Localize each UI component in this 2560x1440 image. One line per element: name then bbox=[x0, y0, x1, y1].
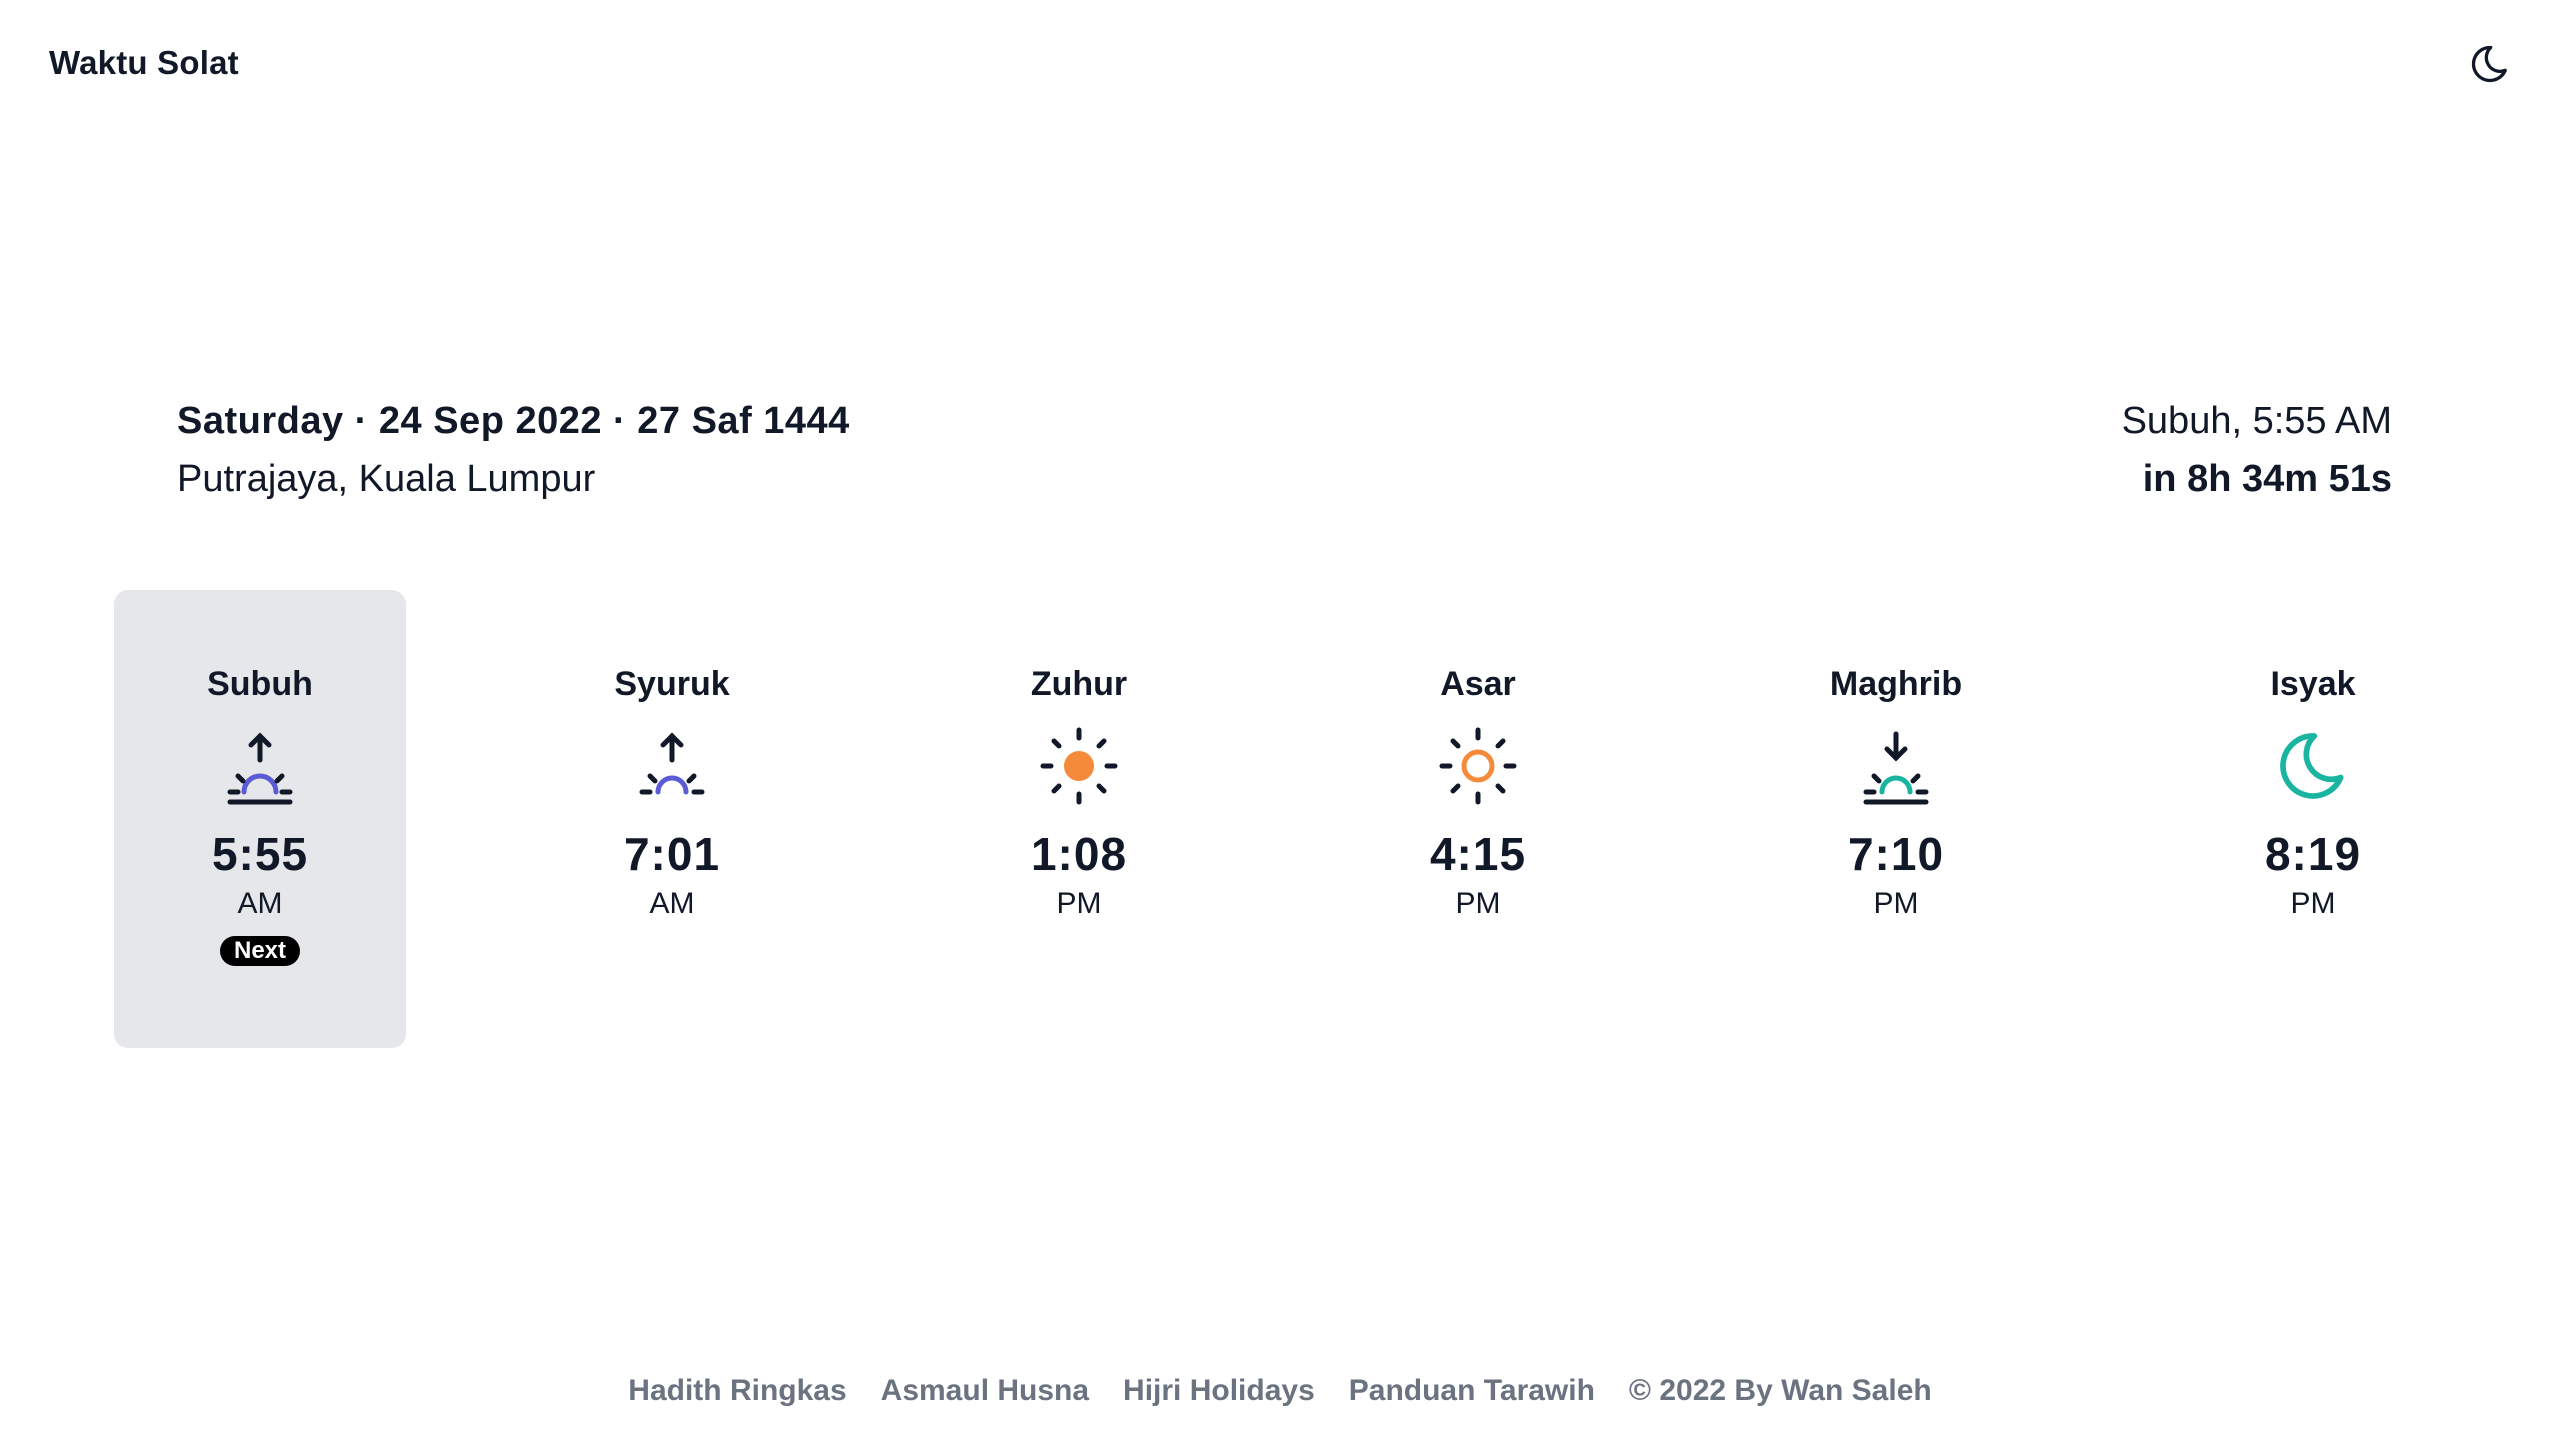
prayer-card-subuh: Subuh 5:55 AM Next bbox=[114, 590, 406, 1048]
prayer-ampm: PM bbox=[1873, 887, 1919, 920]
prayer-time: 7:01 bbox=[623, 828, 721, 880]
footer-link-asmaul-husna[interactable]: Asmaul Husna bbox=[880, 1374, 1090, 1407]
next-badge: Next bbox=[219, 936, 301, 966]
prayer-name: Subuh bbox=[207, 665, 313, 703]
sun-outline-icon bbox=[1439, 727, 1517, 805]
sunset-icon bbox=[1863, 731, 1929, 805]
prayer-name: Syuruk bbox=[614, 665, 730, 703]
footer-link-hijri-holidays[interactable]: Hijri Holidays bbox=[1123, 1374, 1315, 1407]
theme-toggle-button[interactable] bbox=[2466, 40, 2514, 88]
prayer-ampm: PM bbox=[2290, 887, 2336, 920]
prayer-card-zuhur: Zuhur 1:08 PM bbox=[933, 590, 1225, 1048]
prayer-name: Isyak bbox=[2270, 665, 2356, 703]
sun-filled-icon bbox=[1040, 727, 1118, 805]
moon-icon bbox=[2471, 45, 2507, 83]
app-title[interactable]: Waktu Solat bbox=[49, 44, 239, 81]
footer-copyright-link[interactable]: © 2022 By Wan Saleh bbox=[1628, 1374, 1932, 1407]
prayer-ampm: AM bbox=[649, 887, 695, 920]
next-prayer-label: Subuh, 5:55 AM bbox=[2121, 400, 2392, 442]
location-line: Putrajaya, Kuala Lumpur bbox=[177, 458, 596, 500]
prayer-card-asar: Asar 4:15 PM bbox=[1332, 590, 1624, 1048]
prayer-time: 5:55 bbox=[211, 828, 309, 880]
prayer-name: Maghrib bbox=[1829, 665, 1963, 703]
prayer-card-syuruk: Syuruk 7:01 AM bbox=[526, 590, 818, 1048]
date-line: Saturday · 24 Sep 2022 · 27 Saf 1444 bbox=[177, 400, 850, 442]
footer-link-panduan-tarawih[interactable]: Panduan Tarawih bbox=[1348, 1374, 1595, 1407]
prayer-card-isyak: Isyak 8:19 PM bbox=[2167, 590, 2459, 1048]
prayer-time: 4:15 bbox=[1429, 828, 1527, 880]
prayer-name: Zuhur bbox=[1030, 665, 1128, 703]
sunrise-small-icon bbox=[639, 732, 705, 795]
prayer-ampm: PM bbox=[1455, 887, 1501, 920]
prayer-card-maghrib: Maghrib 7:10 PM bbox=[1750, 590, 2042, 1048]
prayer-ampm: PM bbox=[1056, 887, 1102, 920]
footer: Hadith Ringkas Asmaul Husna Hijri Holida… bbox=[0, 1374, 2560, 1408]
prayer-name: Asar bbox=[1440, 665, 1516, 703]
sunrise-icon bbox=[227, 732, 293, 805]
countdown-label: in 8h 34m 51s bbox=[2142, 458, 2392, 500]
prayer-time: 1:08 bbox=[1030, 828, 1128, 880]
prayer-time: 7:10 bbox=[1847, 828, 1945, 880]
moon-icon bbox=[2280, 733, 2344, 799]
footer-link-hadith-ringkas[interactable]: Hadith Ringkas bbox=[628, 1374, 847, 1407]
prayer-ampm: AM bbox=[237, 887, 283, 920]
prayer-time: 8:19 bbox=[2264, 828, 2362, 880]
